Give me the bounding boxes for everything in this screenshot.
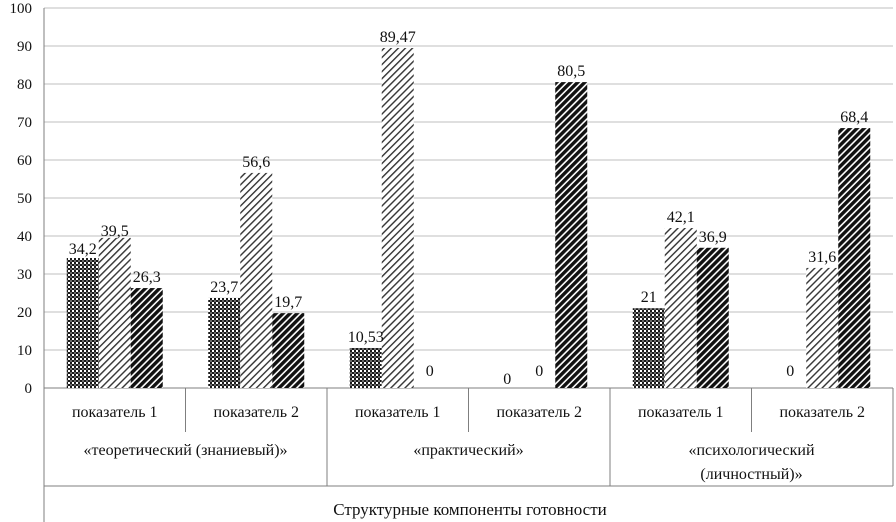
bar xyxy=(381,48,414,388)
bar xyxy=(632,308,665,388)
data-label: 21 xyxy=(641,289,657,306)
x-group-label: «практический» xyxy=(413,442,523,459)
data-label: 0 xyxy=(786,363,794,380)
x-category-label: показатель 1 xyxy=(638,404,724,421)
data-label: 39,5 xyxy=(101,223,129,240)
data-label: 0 xyxy=(426,363,434,380)
y-tick-label: 50 xyxy=(17,191,32,207)
y-tick-label: 60 xyxy=(17,153,32,169)
x-axis-title: Структурные компоненты готовности xyxy=(333,500,607,519)
bar xyxy=(349,347,382,388)
y-tick-label: 30 xyxy=(17,267,32,283)
x-axis-categories: показатель 1 показатель 2 показатель 1 пока… xyxy=(44,388,894,487)
y-tick-label: 0 xyxy=(25,381,33,397)
bar xyxy=(696,247,729,388)
y-tick-label: 10 xyxy=(17,343,32,359)
data-label: 0 xyxy=(535,363,543,380)
x-group-label: «теоретический (знаниевый)» xyxy=(83,442,287,459)
bar xyxy=(240,172,273,388)
data-label: 89,47 xyxy=(380,29,416,46)
data-label: 56,6 xyxy=(242,154,270,171)
bars xyxy=(66,48,871,388)
data-label: 36,9 xyxy=(699,229,727,246)
x-group-label: (личностный)» xyxy=(700,466,802,483)
data-label: 23,7 xyxy=(210,279,238,296)
y-tick-label: 70 xyxy=(17,115,32,131)
y-tick-label: 20 xyxy=(17,305,32,321)
y-tick-label: 80 xyxy=(17,77,32,93)
data-label: 31,6 xyxy=(808,249,836,266)
y-tick-label: 100 xyxy=(10,1,33,17)
y-tick-label: 90 xyxy=(17,39,32,55)
bar xyxy=(130,288,163,388)
bar xyxy=(555,82,588,388)
y-tick-label: 40 xyxy=(17,229,32,245)
data-label: 10,53 xyxy=(348,329,384,346)
x-group-label: «психологический xyxy=(688,442,815,459)
bar xyxy=(664,228,697,388)
x-category-label: показатель 1 xyxy=(72,404,158,421)
data-label: 34,2 xyxy=(69,241,97,258)
bar xyxy=(272,313,305,388)
data-label: 0 xyxy=(503,371,511,388)
bar xyxy=(208,297,241,388)
data-label: 19,7 xyxy=(274,294,302,311)
x-category-label: показатель 2 xyxy=(779,404,865,421)
bar xyxy=(838,128,871,388)
data-labels: 34,239,5 26,3 23,7 56,6 19,7 10,53 89,47 0 0 0 80,… xyxy=(69,29,869,388)
bar xyxy=(806,267,839,388)
data-label: 42,1 xyxy=(667,209,695,226)
bar xyxy=(66,258,99,388)
x-category-label: показатель 1 xyxy=(355,404,441,421)
bar xyxy=(98,237,131,388)
data-label: 26,3 xyxy=(133,269,161,286)
data-label: 80,5 xyxy=(557,63,585,80)
data-label: 68,4 xyxy=(840,109,868,126)
x-category-label: показатель 2 xyxy=(213,404,299,421)
x-category-label: показатель 2 xyxy=(496,404,582,421)
gridlines xyxy=(44,7,893,351)
